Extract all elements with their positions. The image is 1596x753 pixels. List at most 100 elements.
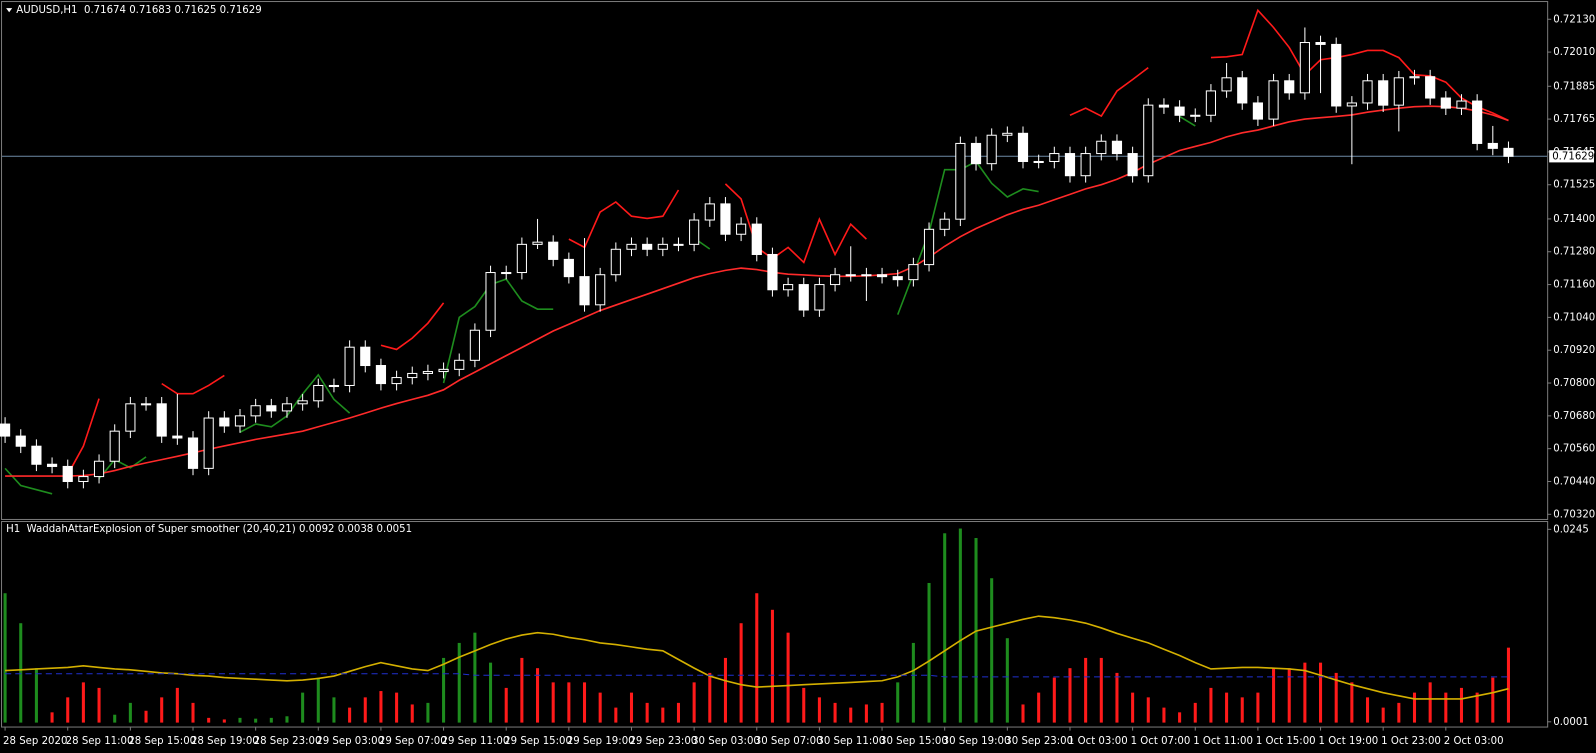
candle-body bbox=[1284, 80, 1295, 94]
candle-body bbox=[344, 346, 355, 386]
y-tick-label: 0.71400 bbox=[1553, 214, 1595, 225]
y-tick-label: 0.0245 bbox=[1553, 524, 1589, 535]
histogram-bar bbox=[1068, 668, 1072, 723]
histogram-bar bbox=[1193, 702, 1197, 723]
histogram-bar bbox=[191, 702, 195, 723]
histogram-bar bbox=[849, 707, 853, 723]
candle-body bbox=[391, 377, 402, 385]
histogram-bar bbox=[755, 593, 759, 723]
histogram-bar bbox=[708, 672, 712, 723]
histogram-bar bbox=[896, 682, 900, 723]
candle-body bbox=[1221, 77, 1232, 92]
x-tick-label: 1 Oct 07:00 bbox=[1131, 736, 1191, 747]
candle-body bbox=[78, 476, 89, 482]
histogram-bar bbox=[160, 697, 164, 723]
candle-body bbox=[1362, 80, 1373, 104]
candle-body bbox=[219, 417, 230, 427]
candle-body bbox=[328, 384, 340, 388]
histogram-bar bbox=[66, 697, 70, 723]
histogram-bar bbox=[943, 533, 947, 723]
histogram-bar bbox=[802, 687, 806, 723]
candle-body bbox=[15, 435, 26, 447]
x-tick-label: 28 Sep 19:00 bbox=[191, 736, 259, 747]
candle-body bbox=[1096, 140, 1107, 155]
candle-body bbox=[1409, 76, 1420, 79]
candle-body bbox=[1472, 100, 1483, 144]
candle-body bbox=[798, 284, 809, 311]
histogram-bar bbox=[1037, 692, 1041, 723]
y-tick-label: 0.0001 bbox=[1553, 717, 1589, 728]
x-tick-label: 1 Oct 03:00 bbox=[1068, 736, 1128, 747]
candle-body bbox=[0, 423, 11, 437]
histogram-bar bbox=[379, 691, 383, 723]
candle-body bbox=[642, 243, 653, 250]
histogram-bar bbox=[833, 702, 837, 723]
histogram-bar bbox=[1115, 672, 1119, 723]
histogram-bar bbox=[990, 578, 994, 723]
x-tick-label: 28 Sep 15:00 bbox=[128, 736, 196, 747]
candle-body bbox=[187, 437, 199, 469]
candle-body bbox=[109, 430, 120, 462]
histogram-bar bbox=[332, 697, 336, 723]
candle-body bbox=[438, 368, 449, 373]
candle-body bbox=[579, 276, 590, 306]
histogram-bar bbox=[1350, 682, 1354, 723]
candle-body bbox=[125, 403, 136, 432]
indicator-line bbox=[5, 105, 1509, 477]
candle-body bbox=[313, 384, 324, 402]
candle-body bbox=[548, 241, 559, 260]
histogram-bar bbox=[175, 687, 179, 723]
candle-body bbox=[767, 253, 778, 291]
candle-body bbox=[234, 415, 246, 427]
candle-body bbox=[1205, 90, 1217, 116]
candle-body bbox=[516, 243, 527, 274]
histogram-bar bbox=[442, 657, 446, 723]
x-tick-label: 30 Sep 11:00 bbox=[817, 736, 885, 747]
histogram-bar bbox=[395, 692, 399, 723]
candle-body bbox=[892, 276, 903, 281]
candle-body bbox=[1378, 80, 1389, 106]
menu-arrow bbox=[6, 8, 13, 13]
histogram-bar bbox=[1099, 657, 1103, 723]
histogram-bar bbox=[3, 593, 7, 723]
candle-body bbox=[657, 243, 668, 250]
candle-body bbox=[1002, 132, 1013, 136]
histogram-bar bbox=[1256, 692, 1260, 723]
histogram-bar bbox=[1428, 682, 1432, 723]
histogram-bar bbox=[739, 623, 743, 723]
histogram-bar bbox=[128, 702, 132, 723]
histogram-bar bbox=[207, 717, 211, 723]
candle-body bbox=[829, 274, 841, 286]
histogram-bar bbox=[50, 712, 54, 723]
last-price-box bbox=[1549, 150, 1594, 163]
histogram-bar bbox=[629, 692, 634, 723]
candle-body bbox=[281, 403, 293, 412]
histogram-bar bbox=[19, 623, 23, 723]
histogram-bar bbox=[927, 582, 931, 723]
candle-body bbox=[751, 223, 762, 255]
x-tick-label: 2 Oct 03:00 bbox=[1444, 736, 1504, 747]
x-tick-label: 1 Oct 15:00 bbox=[1256, 736, 1316, 747]
histogram-bar bbox=[770, 609, 774, 723]
candle-body bbox=[31, 445, 42, 465]
candle-body bbox=[532, 241, 543, 245]
candle-body bbox=[923, 228, 935, 266]
histogram-bar bbox=[880, 702, 884, 723]
histogram-bar bbox=[1287, 668, 1291, 723]
histogram-bar bbox=[254, 718, 258, 723]
y-tick-label: 0.70800 bbox=[1553, 378, 1595, 389]
y-tick-label: 0.71280 bbox=[1553, 247, 1595, 258]
histogram-bar bbox=[1491, 677, 1495, 723]
histogram-bar bbox=[473, 632, 477, 723]
candle-body bbox=[1346, 102, 1357, 107]
histogram-bar bbox=[551, 682, 555, 723]
candle-body bbox=[720, 203, 731, 235]
y-tick-label: 0.71525 bbox=[1553, 180, 1595, 191]
price-title: AUDUSD,H1 0.71674 0.71683 0.71625 0.7162… bbox=[16, 5, 261, 16]
histogram-bar bbox=[723, 657, 727, 723]
histogram-bar bbox=[457, 642, 461, 723]
candle-body bbox=[360, 346, 371, 367]
x-tick-label: 29 Sep 03:00 bbox=[316, 736, 384, 747]
indicator-line bbox=[5, 615, 1509, 700]
